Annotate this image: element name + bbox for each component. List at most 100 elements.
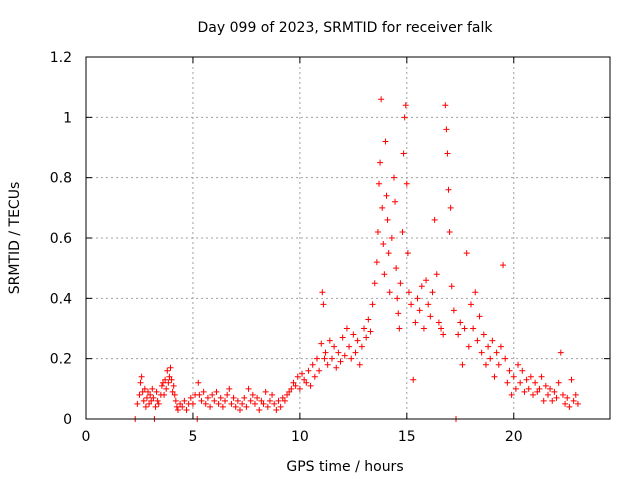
chart-title: Day 099 of 2023, SRMTID for receiver fal… [198, 20, 494, 36]
data-point [145, 388, 152, 395]
data-point [281, 397, 288, 404]
data-point [478, 349, 485, 356]
data-point [476, 313, 483, 320]
grid-lines [86, 57, 610, 419]
data-point [416, 307, 423, 314]
data-point [447, 204, 454, 211]
data-point [361, 325, 368, 332]
data-point [388, 235, 395, 241]
data-point [455, 331, 462, 338]
data-point [363, 334, 370, 341]
data-point [572, 391, 579, 398]
data-point [258, 397, 265, 404]
data-point [161, 391, 168, 398]
data-point [228, 400, 235, 407]
data-point [143, 394, 150, 401]
data-point [146, 400, 153, 407]
data-point [500, 262, 507, 269]
data-point [568, 376, 575, 383]
data-point [339, 334, 346, 341]
data-point [152, 403, 159, 410]
data-point [158, 382, 165, 389]
data-point [367, 328, 374, 335]
data-point [196, 391, 203, 398]
data-point [341, 352, 348, 359]
data-point [328, 355, 335, 362]
data-point [303, 379, 310, 386]
data-point [435, 319, 442, 326]
data-point [574, 400, 581, 407]
data-point [420, 325, 427, 332]
data-point [326, 337, 333, 344]
data-point [393, 265, 400, 272]
data-point [373, 259, 380, 266]
data-point [153, 388, 160, 395]
data-point [163, 385, 170, 392]
data-point [279, 394, 286, 401]
x-axis-label: GPS time / hours [286, 459, 403, 475]
data-point [350, 331, 357, 338]
data-point [200, 388, 207, 395]
data-point [544, 391, 551, 398]
data-point [433, 271, 440, 278]
x-tick-label: 5 [188, 429, 197, 445]
data-point [356, 361, 363, 368]
data-point [445, 186, 452, 193]
data-point [337, 358, 344, 365]
data-point [331, 343, 338, 350]
data-point [369, 301, 376, 308]
data-point [378, 96, 385, 103]
data-point [400, 150, 407, 157]
data-point [570, 397, 577, 404]
data-point [532, 379, 539, 386]
data-point [394, 295, 401, 302]
data-point [149, 385, 156, 392]
data-point [480, 331, 487, 338]
data-point [502, 355, 509, 362]
data-point [219, 403, 226, 410]
data-point [402, 102, 409, 109]
data-point [187, 394, 194, 401]
data-point [147, 391, 154, 398]
data-point [438, 325, 445, 332]
y-tick-label: 0.4 [50, 291, 72, 307]
data-point [365, 316, 372, 323]
data-point [148, 397, 155, 404]
x-tick-label: 0 [82, 429, 91, 445]
data-point [472, 289, 479, 296]
data-point [495, 361, 502, 368]
data-point [174, 406, 181, 413]
data-point [241, 394, 248, 401]
data-point [562, 400, 569, 407]
data-point [301, 376, 308, 383]
data-point [165, 379, 172, 386]
data-point [553, 394, 560, 401]
data-point [442, 102, 449, 109]
data-point [247, 397, 254, 404]
data-point [525, 385, 532, 392]
data-point [527, 373, 534, 380]
data-point [405, 289, 412, 296]
data-point [446, 228, 453, 235]
data-point [404, 250, 411, 257]
data-point [324, 361, 331, 368]
data-point [343, 325, 350, 332]
data-point [521, 388, 528, 395]
data-point [564, 394, 571, 401]
data-point [399, 228, 406, 235]
data-point [377, 159, 384, 166]
data-point [251, 400, 258, 407]
data-point [515, 361, 522, 368]
data-point [371, 280, 378, 287]
data-point [523, 376, 530, 383]
data-point [292, 382, 299, 389]
data-point [506, 367, 513, 374]
data-point [207, 403, 214, 410]
data-point [313, 355, 320, 362]
data-point [271, 400, 278, 407]
data-point [136, 391, 143, 398]
data-point [517, 379, 524, 386]
data-point [211, 397, 218, 404]
data-point [269, 391, 276, 398]
data-point [245, 385, 252, 392]
